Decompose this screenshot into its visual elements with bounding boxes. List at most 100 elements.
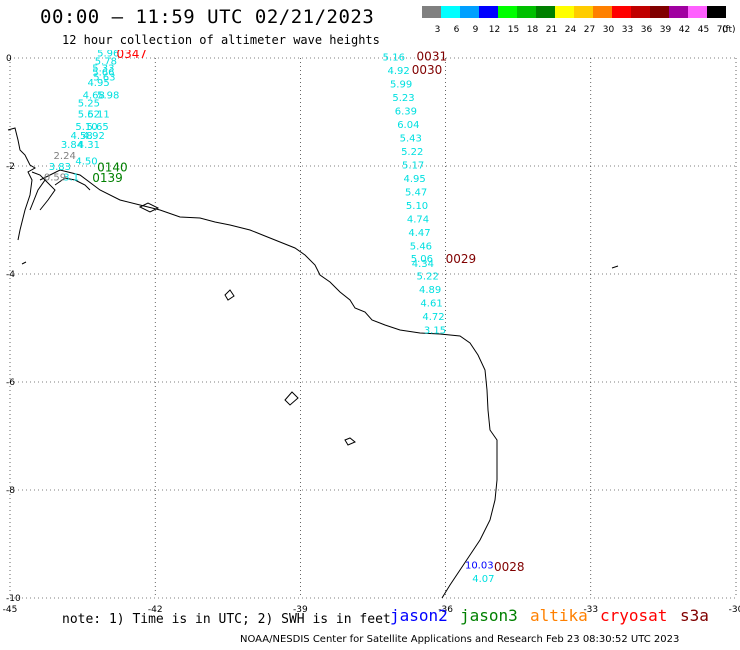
legend-swatch-45 <box>688 6 707 18</box>
footer-note: note: 1) Time is in UTC; 2) SWH is in fe… <box>62 612 391 627</box>
legend-label-24: 24 <box>565 25 577 35</box>
satellite-cryosat: cryosat <box>600 606 668 625</box>
legend-swatch-24 <box>555 6 574 18</box>
swh-value: 5.11 <box>87 109 109 120</box>
y-tick-label: 0 <box>6 54 12 64</box>
swh-value: 5.43 <box>400 134 422 145</box>
y-tick-label: -10 <box>6 594 21 604</box>
legend-label-45: 45 <box>698 25 709 35</box>
legend-swatch-27 <box>574 6 593 18</box>
track-time-label: 0029 <box>446 252 477 266</box>
satellite-jason3: jason3 <box>460 606 518 625</box>
swh-value: 4.58 <box>71 131 93 142</box>
legend-label-30: 30 <box>603 25 615 35</box>
legend-swatch-33 <box>612 6 631 18</box>
legend-swatch-9 <box>460 6 479 18</box>
legend-label-6: 6 <box>454 25 460 35</box>
satellite-s3a: s3a <box>680 606 709 625</box>
swh-value: 5.96 <box>97 50 119 59</box>
track-time-label: 0347 <box>116 50 147 61</box>
legend-swatch-15 <box>498 6 517 18</box>
legend-swatch-36 <box>631 6 650 18</box>
swh-value: 2.24 <box>54 151 76 162</box>
x-tick-label: -33 <box>583 605 598 615</box>
altimeter-tracks: 5.965.785.335.665.634.954.685.985.255.62… <box>44 50 525 585</box>
fernando-de-noronha <box>344 437 356 446</box>
swh-value: 4.47 <box>408 228 430 239</box>
swh-value: 4.31 <box>78 140 100 151</box>
small-island-2 <box>21 261 619 269</box>
rocas-atoll <box>224 289 235 301</box>
satellite-jason2: jason2 <box>390 606 448 625</box>
x-tick-label: -36 <box>438 605 453 615</box>
color-legend: 3 6 9 12 15 18 21 24 27 30 33 36 39 42 45 70(ft) <box>422 6 736 35</box>
swh-value: 5.10 <box>406 201 428 212</box>
swh-value: 5.63 <box>93 73 115 84</box>
legend-label-3: 3 <box>435 25 441 35</box>
swh-value: 6.39 <box>395 107 417 118</box>
swh-value: 5.99 <box>390 80 412 91</box>
swh-value: 3.84 <box>61 140 83 151</box>
track-time-label: 0139 <box>92 171 123 185</box>
swh-value: 4.95 <box>403 174 425 185</box>
swh-value: 4.74 <box>407 215 429 226</box>
swh-value: 0.59 <box>44 173 66 184</box>
swh-value: 5.66 <box>92 67 114 78</box>
legend-swatch-30 <box>593 6 612 18</box>
legend-label-42: 42 <box>679 25 690 35</box>
legend-label-18: 18 <box>527 25 539 35</box>
swh-value: 5.98 <box>97 91 119 102</box>
wave-height-map: 5.965.785.335.665.634.954.685.985.255.62… <box>3 50 740 615</box>
map-subtitle: 12 hour collection of altimeter wave hei… <box>62 33 380 47</box>
swh-value: 4.72 <box>422 312 444 323</box>
legend-swatch-6 <box>441 6 460 18</box>
legend-label-39: 39 <box>660 25 672 35</box>
legend-swatch-3 <box>422 6 441 18</box>
small-island-3 <box>138 202 160 213</box>
swh-value: 4.92 <box>83 131 105 142</box>
brazil-coastline <box>39 169 498 599</box>
legend-label-15: 15 <box>508 25 519 35</box>
swh-value: 5.16 <box>383 53 405 64</box>
legend-swatch-18 <box>517 6 536 18</box>
swh-value: 4.92 <box>388 66 410 77</box>
swh-value: 5.46 <box>410 242 432 253</box>
legend-label-33: 33 <box>622 25 633 35</box>
legend-swatch-12 <box>479 6 498 18</box>
footer-credit: NOAA/NESDIS Center for Satellite Applica… <box>240 634 680 645</box>
legend-label-27: 27 <box>584 25 595 35</box>
swh-value: 6.04 <box>397 120 419 131</box>
legend-swatch-21 <box>536 6 555 18</box>
y-tick-label: -6 <box>6 378 15 388</box>
map-title: 00:00 – 11:59 UTC 02/21/2023 <box>40 6 375 28</box>
x-tick-label: -42 <box>148 605 163 615</box>
legend-label-21: 21 <box>546 25 557 35</box>
swh-value: 4.61 <box>420 298 442 309</box>
legend-swatch-42 <box>669 6 688 18</box>
track-time-label: 0030 <box>412 63 443 77</box>
y-tick-label: -2 <box>6 162 15 172</box>
axis-labels: -45 -42 -39 -36 -33 -30 0 -2 -4 -6 -8 -10 <box>3 54 740 615</box>
swh-value: 5.62 <box>78 109 100 120</box>
swh-value: 4.89 <box>419 285 441 296</box>
track-time-label: 0031 <box>417 50 448 64</box>
track-time-label: 0028 <box>494 560 525 574</box>
swh-value: 5.65 <box>86 122 108 133</box>
swh-value: 4.34 <box>412 259 434 270</box>
swh-value: 4.50 <box>75 156 97 167</box>
swh-value: 10.03 <box>465 560 494 571</box>
x-tick-label: -30 <box>729 605 740 615</box>
swh-value: 5.22 <box>417 271 439 282</box>
legend-label-12: 12 <box>489 25 500 35</box>
swh-value: 4.07 <box>472 574 494 585</box>
swh-value: 5.33 <box>92 64 114 75</box>
swh-value: 5.47 <box>405 188 427 199</box>
map-grid <box>9 57 737 599</box>
swh-value: 5.25 <box>78 99 100 110</box>
track-time-label: 0140 <box>97 160 128 174</box>
y-tick-label: -8 <box>6 486 15 496</box>
legend-swatch-39 <box>650 6 669 18</box>
small-island-1 <box>284 391 299 406</box>
satellite-altika: altika <box>530 606 588 625</box>
coastline <box>7 127 619 599</box>
